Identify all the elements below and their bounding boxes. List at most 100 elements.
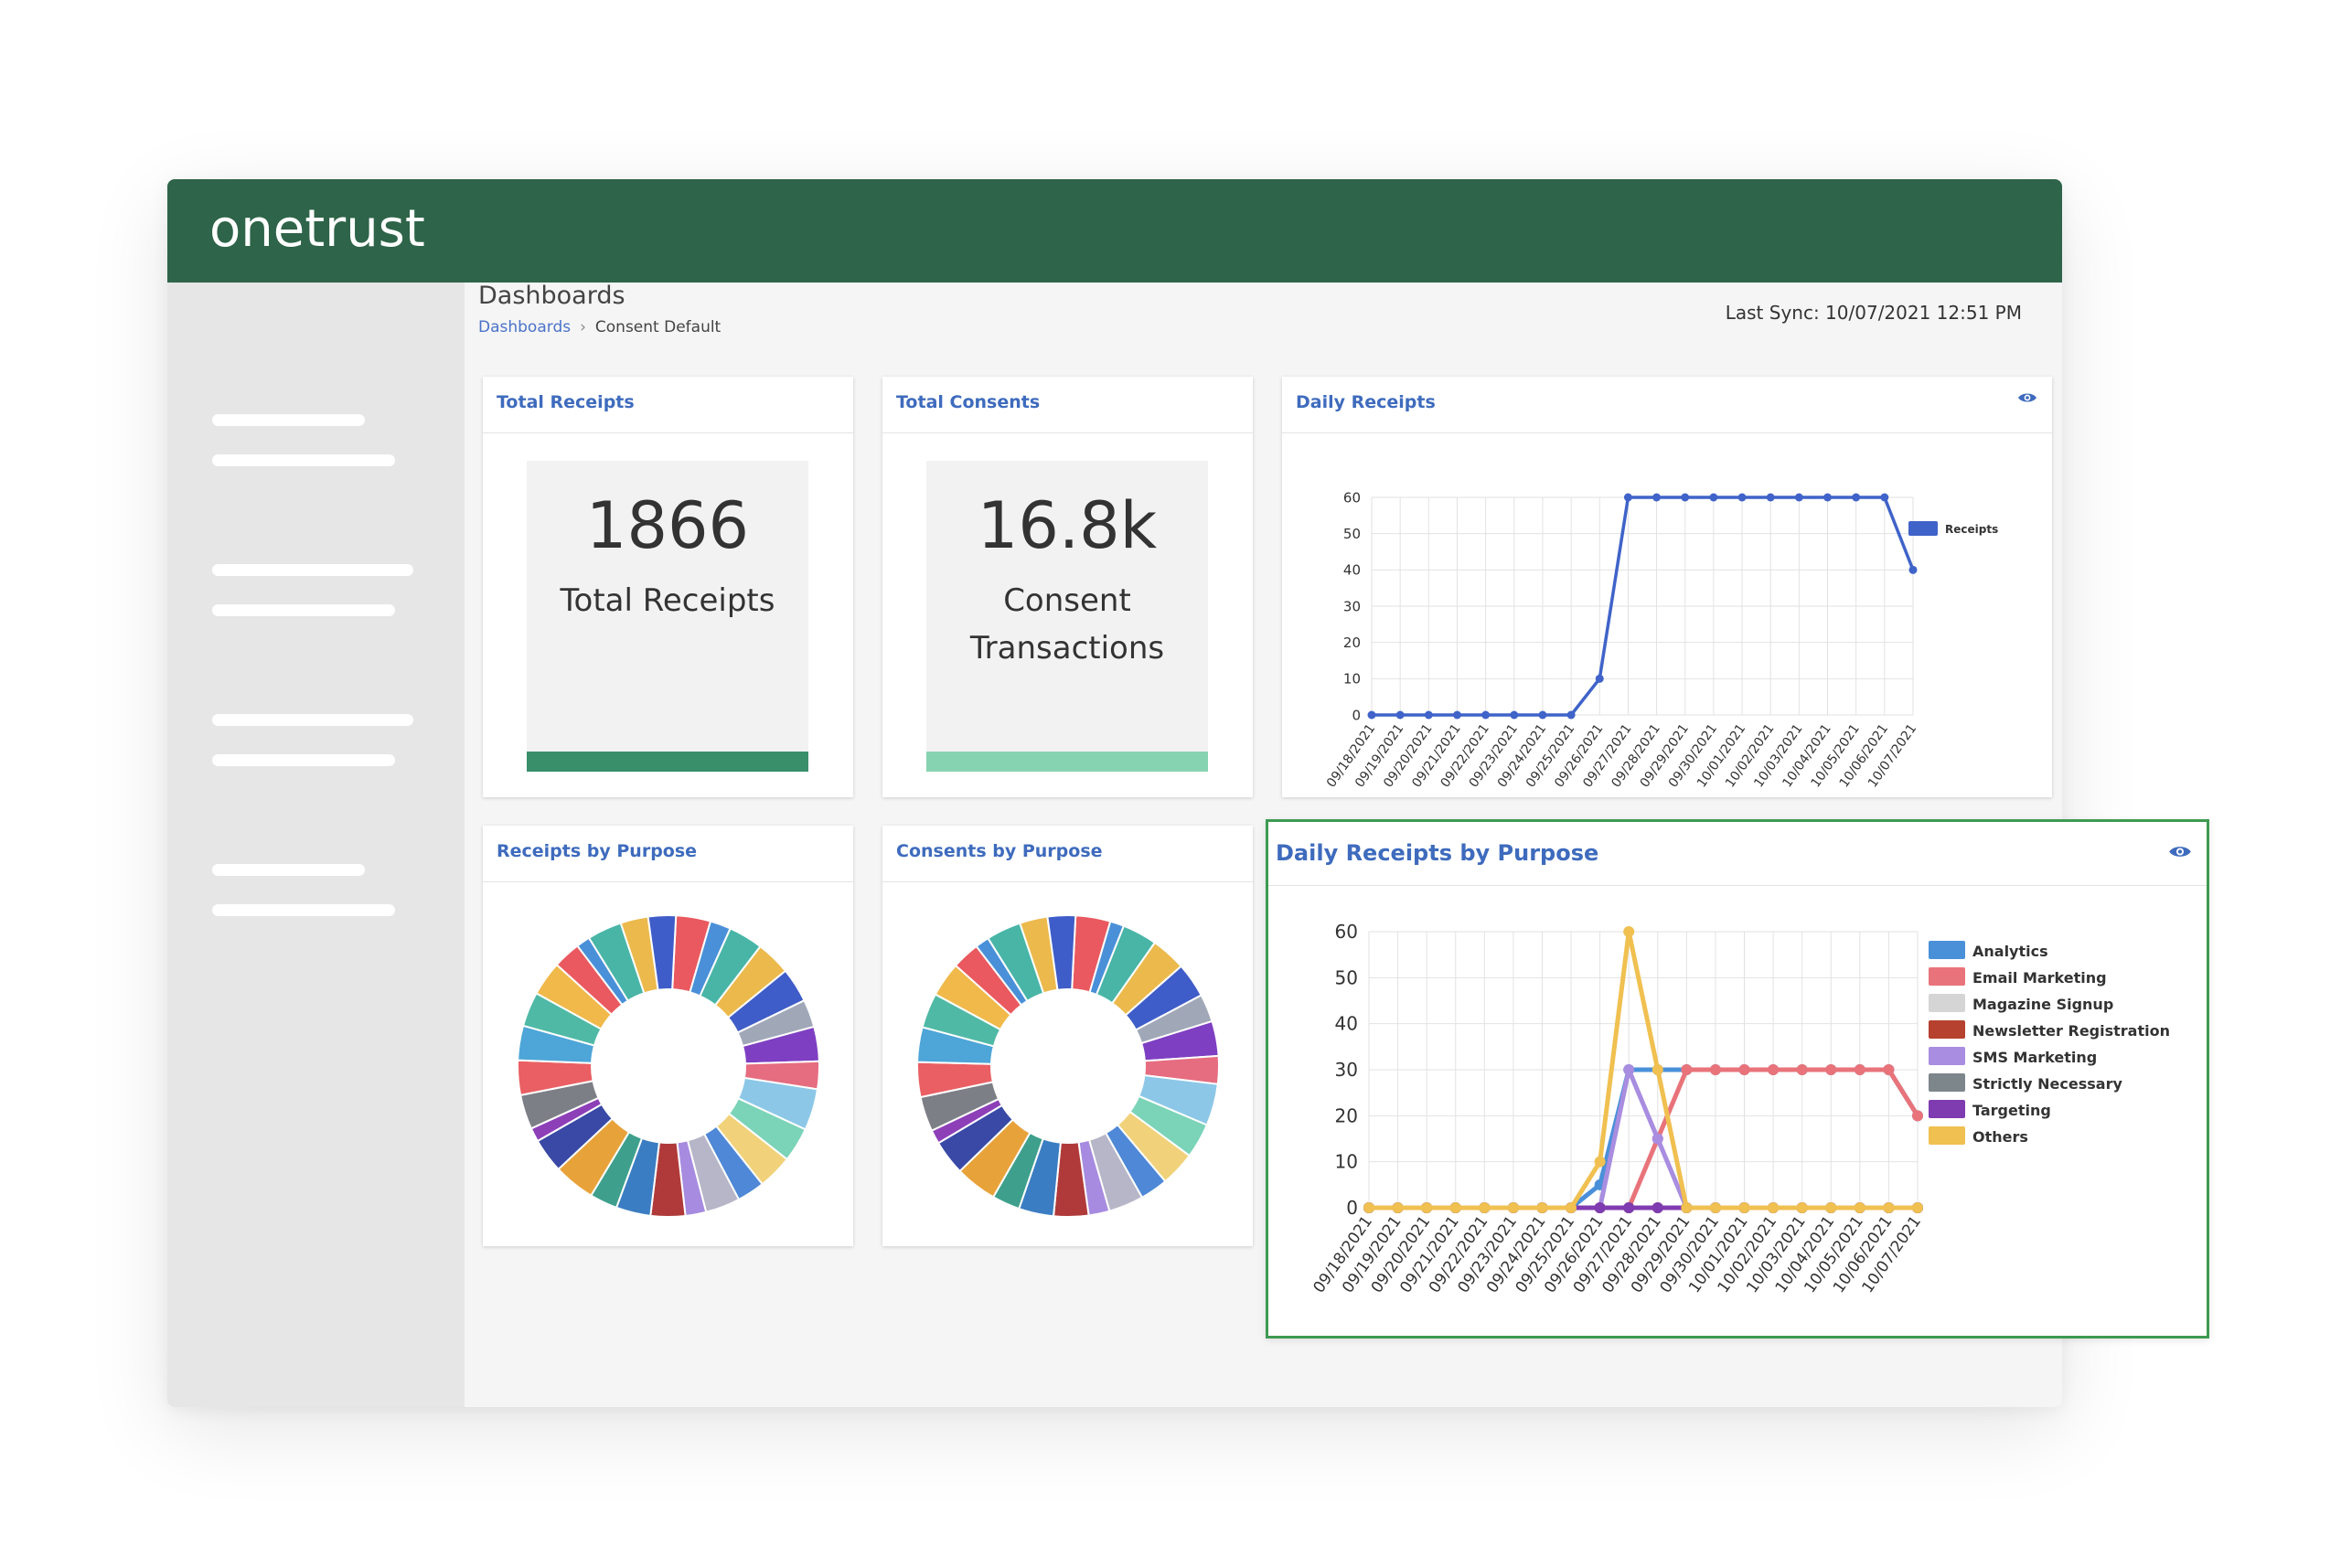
- sidebar-item-placeholder[interactable]: [212, 864, 365, 876]
- page-title: Dashboards: [478, 282, 625, 310]
- legend-label: Magazine Signup: [1972, 996, 2113, 1013]
- stat-value: 1866: [585, 488, 750, 563]
- daily-receipts-by-purpose-card: Daily Receipts by Purpose 0 10 20 30 40 50 60 0…: [1266, 819, 2209, 1339]
- y-tick-label: 20: [1335, 1104, 1358, 1126]
- legend-swatch: [1929, 1126, 1965, 1145]
- data-point: [1594, 1202, 1606, 1213]
- y-tick-label: 0: [1346, 1197, 1358, 1219]
- stat-accent-bar: [527, 752, 808, 772]
- sidebar-item-placeholder[interactable]: [212, 414, 365, 426]
- breadcrumb-parent-link[interactable]: Dashboards: [478, 318, 572, 336]
- eye-icon[interactable]: [2168, 844, 2192, 859]
- sidebar-item-placeholder[interactable]: [212, 904, 395, 916]
- receipts-by-purpose-donut: [517, 914, 820, 1218]
- data-point: [1796, 1202, 1808, 1213]
- data-point: [1595, 674, 1604, 683]
- data-point: [1825, 1202, 1837, 1213]
- card-title: Consents by Purpose: [882, 826, 1253, 882]
- total-receipts-card: Total Receipts 1866 Total Receipts: [483, 377, 853, 797]
- top-bar: onetrust: [167, 179, 2062, 283]
- breadcrumb-separator: ›: [580, 318, 586, 336]
- data-point: [1883, 1202, 1895, 1213]
- data-point: [1623, 926, 1635, 937]
- stat-label: Consent Transactions: [969, 582, 1165, 667]
- data-point: [1738, 1202, 1750, 1213]
- app-window: onetrust Dashboards Dashboards › Consent D…: [167, 179, 2062, 1407]
- legend-label: Analytics: [1972, 943, 2048, 960]
- data-point: [1481, 710, 1491, 720]
- data-point: [1367, 710, 1376, 720]
- stat-accent-bar: [926, 752, 1208, 772]
- pie-slice: [647, 914, 678, 991]
- data-point: [1392, 1202, 1404, 1213]
- legend-swatch: [1929, 994, 1965, 1012]
- legend-label: Email Marketing: [1972, 969, 2107, 987]
- sidebar-item-placeholder[interactable]: [212, 714, 413, 726]
- onetrust-logo[interactable]: onetrust: [209, 199, 425, 259]
- sidebar: [167, 283, 465, 1407]
- consents-by-purpose-donut: [916, 914, 1220, 1218]
- data-point: [1796, 1064, 1808, 1075]
- y-tick-label: 50: [1343, 526, 1361, 542]
- y-tick-label: 40: [1335, 1013, 1358, 1035]
- data-point: [1623, 1202, 1635, 1213]
- data-point: [1852, 493, 1861, 502]
- data-point: [1681, 1202, 1693, 1213]
- legend-label: Others: [1972, 1128, 2028, 1146]
- y-tick-label: 20: [1343, 635, 1361, 651]
- sidebar-item-placeholder[interactable]: [212, 454, 395, 466]
- legend-swatch: [1908, 521, 1938, 536]
- data-point: [1538, 710, 1547, 720]
- sidebar-item-placeholder[interactable]: [212, 754, 395, 766]
- card-title: Receipts by Purpose: [483, 826, 853, 882]
- data-point: [1768, 1202, 1780, 1213]
- data-point: [1709, 493, 1718, 502]
- eye-icon[interactable]: [2017, 391, 2037, 404]
- data-point: [1883, 1064, 1895, 1075]
- card-title: Daily Receipts by Purpose: [1268, 822, 2207, 886]
- y-tick-label: 10: [1343, 671, 1361, 688]
- data-point: [1854, 1202, 1865, 1213]
- legend-swatch: [1929, 967, 1965, 986]
- breadcrumb: Dashboards › Consent Default: [478, 318, 721, 336]
- series-line: [1369, 1067, 1920, 1211]
- data-point: [1794, 493, 1803, 502]
- daily-receipts-by-purpose-chart: 010203040506009/18/202109/19/202109/20/2…: [1310, 921, 2170, 1296]
- data-point: [1536, 1202, 1548, 1213]
- card-title: Total Consents: [882, 377, 1253, 433]
- series-line: [1372, 496, 1915, 717]
- data-point: [1709, 1202, 1721, 1213]
- data-point: [1363, 1202, 1374, 1213]
- data-point: [1652, 493, 1662, 502]
- data-point: [1652, 1133, 1663, 1145]
- card-title: Total Receipts: [483, 377, 853, 433]
- data-point: [1854, 1064, 1865, 1075]
- y-tick-label: 10: [1335, 1151, 1358, 1173]
- data-point: [1912, 1202, 1923, 1213]
- data-point: [1566, 1202, 1577, 1213]
- legend-label: Targeting: [1972, 1102, 2051, 1119]
- data-point: [1623, 1064, 1635, 1075]
- data-point: [1424, 710, 1433, 720]
- stat-label: Total Receipts: [560, 582, 775, 619]
- sidebar-item-placeholder[interactable]: [212, 604, 395, 616]
- y-tick-label: 50: [1335, 966, 1358, 988]
- legend-swatch: [1929, 941, 1965, 959]
- y-tick-label: 60: [1335, 921, 1358, 943]
- sidebar-item-placeholder[interactable]: [212, 564, 413, 576]
- data-point: [1912, 1110, 1923, 1122]
- daily-receipts-chart: 010203040506009/18/202109/19/202109/20/2…: [1324, 489, 1998, 790]
- legend-label: Receipts: [1945, 523, 1998, 536]
- y-tick-label: 30: [1343, 598, 1361, 614]
- series-line: [1369, 1067, 1920, 1211]
- stat-value: 16.8k: [977, 488, 1158, 563]
- data-point: [1766, 493, 1775, 502]
- y-tick-label: 60: [1343, 489, 1361, 506]
- data-point: [1594, 1156, 1606, 1168]
- data-point: [1507, 1202, 1519, 1213]
- legend-label: Newsletter Registration: [1972, 1022, 2170, 1040]
- data-point: [1908, 565, 1918, 574]
- legend-swatch: [1929, 1100, 1965, 1118]
- data-point: [1681, 1064, 1693, 1075]
- pie-slice: [1046, 914, 1077, 991]
